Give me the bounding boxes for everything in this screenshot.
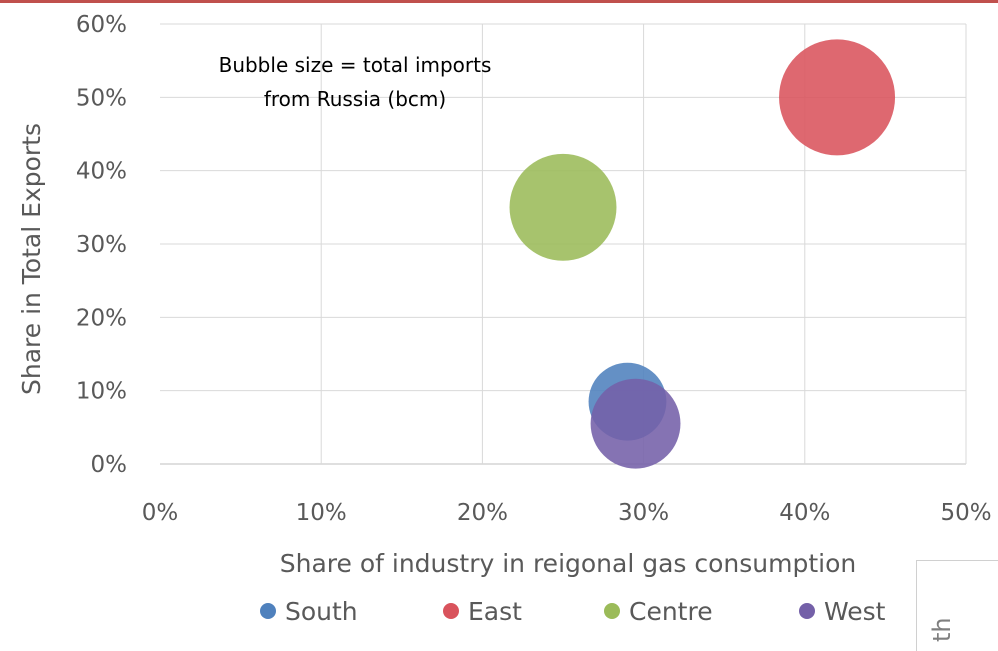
legend-label-west: West [824, 597, 886, 626]
x-tick-label: 40% [779, 500, 830, 526]
bubble-east [779, 39, 896, 156]
x-tick-label: 30% [618, 500, 669, 526]
y-tick-label: 0% [91, 452, 128, 478]
legend-label-south: South [285, 597, 358, 626]
adjacent-panel-edge [916, 560, 998, 651]
x-tick-label: 0% [142, 500, 179, 526]
legend-marker-west [799, 603, 815, 619]
legend-marker-centre [604, 603, 620, 619]
legend: South East Centre West [260, 597, 886, 626]
x-axis-title: Share of industry in reigonal gas consum… [280, 549, 857, 578]
y-tick-label: 60% [76, 12, 127, 38]
y-tick-label: 40% [76, 159, 127, 185]
annotation-line-2: from Russia (bcm) [264, 87, 446, 111]
annotation-line-1: Bubble size = total imports [219, 53, 492, 77]
y-axis-title: Share in Total Exports [17, 123, 46, 395]
y-tick-label: 50% [76, 85, 127, 111]
y-tick-label: 20% [76, 305, 127, 331]
bubble-west [590, 378, 681, 469]
y-tick-label: 30% [76, 232, 127, 258]
legend-marker-east [443, 603, 459, 619]
x-tick-label: 10% [296, 500, 347, 526]
bubble-centre [509, 153, 617, 261]
legend-label-east: East [468, 597, 522, 626]
adjacent-text-fragment: th [928, 617, 956, 642]
bubble-series [509, 39, 896, 469]
y-tick-label: 10% [76, 379, 127, 405]
legend-label-centre: Centre [629, 597, 713, 626]
y-axis-ticks: 0% 10% 20% 30% 40% 50% 60% [76, 12, 127, 478]
top-accent-rule [0, 0, 998, 3]
legend-marker-south [260, 603, 276, 619]
x-tick-label: 50% [940, 500, 991, 526]
x-tick-label: 20% [457, 500, 508, 526]
x-axis-ticks: 0% 10% 20% 30% 40% 50% [142, 500, 992, 526]
